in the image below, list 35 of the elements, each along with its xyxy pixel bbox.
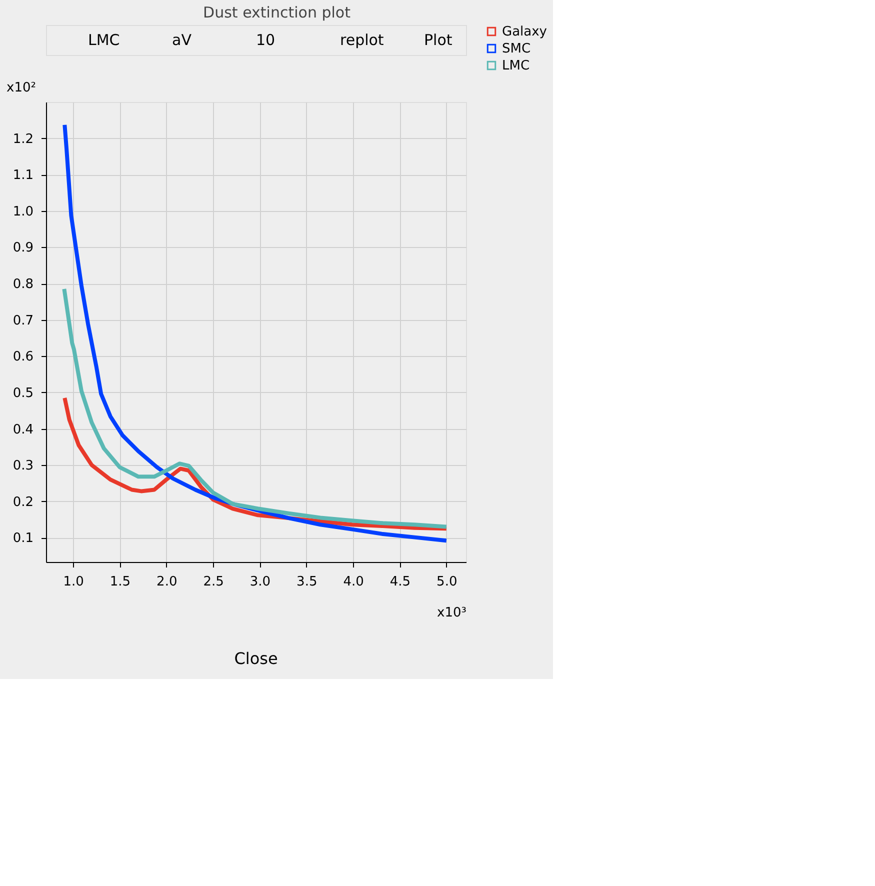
x-tick-label: 5.0 [436, 574, 458, 590]
text: replot [340, 31, 384, 49]
y-tick-label: 0.6 [12, 350, 34, 365]
x-tick-label: 3.0 [250, 574, 271, 590]
legend-label: Galaxy [502, 24, 548, 40]
text: Close [234, 649, 278, 668]
x-tick-label: 2.5 [203, 574, 224, 590]
x-tick-label: 2.0 [156, 574, 178, 590]
y-tick-label: 0.7 [12, 313, 34, 328]
legend-label: LMC [502, 58, 530, 74]
line-series [62, 122, 448, 543]
y-tick-label: 0.5 [12, 386, 34, 401]
y-tick-label: 1.2 [12, 132, 34, 147]
x-tick-label: 4.5 [390, 574, 411, 590]
x-tick-label: 3.5 [296, 574, 318, 590]
y-tick-label: 0.8 [12, 277, 34, 292]
y-axis-title: x10² [6, 80, 36, 96]
text: LMC [88, 31, 120, 49]
y-tick-label: 1.1 [12, 168, 34, 184]
x-tick-label: 1.0 [63, 574, 84, 590]
text: aV [172, 31, 192, 49]
y-tick-label: 0.2 [12, 494, 34, 510]
x-tick-label: 1.5 [110, 574, 131, 590]
x-axis-title: x10³ [437, 606, 466, 620]
y-tick-label: 0.4 [12, 422, 34, 438]
y-tick-label: 1.0 [12, 204, 34, 220]
x-tick-label: 4.0 [343, 574, 364, 590]
y-tick-label: 0.1 [12, 531, 34, 546]
y-tick-label: 0.3 [12, 458, 34, 474]
text: 10 [256, 31, 276, 49]
text: Plot [424, 31, 452, 49]
y-tick-label: 0.9 [12, 240, 34, 256]
chart-title: Dust extinction plot [203, 4, 351, 22]
line-series [62, 286, 448, 529]
legend-label: SMC [502, 42, 531, 56]
